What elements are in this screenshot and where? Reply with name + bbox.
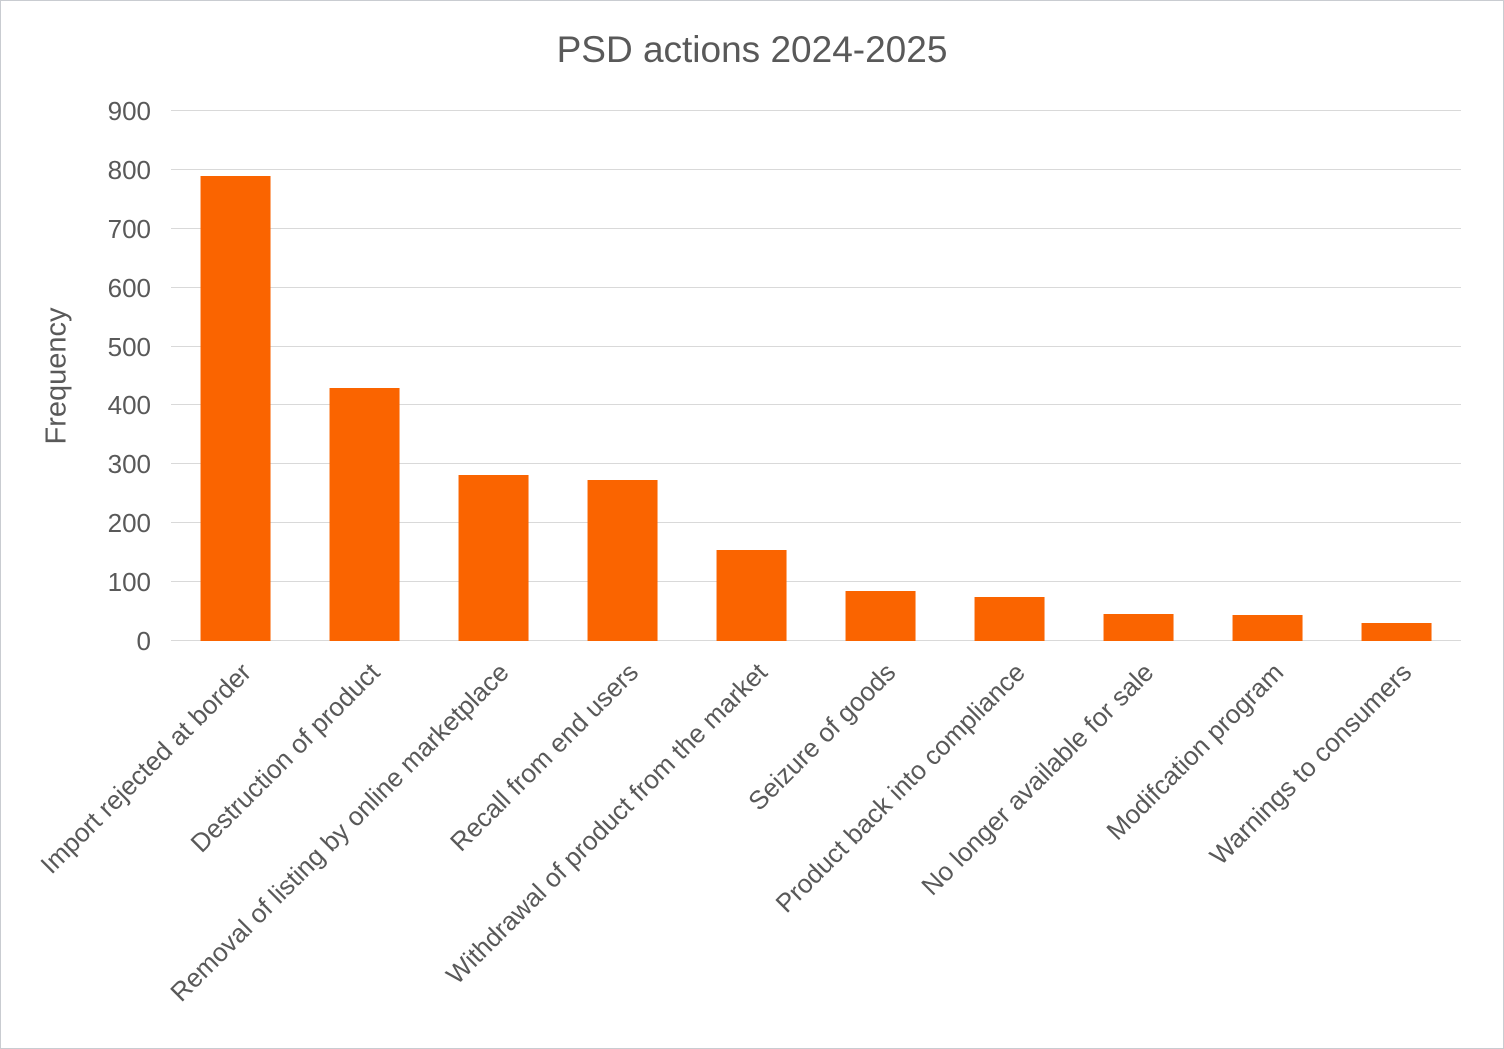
y-tick-label: 0 bbox=[136, 626, 151, 656]
x-tick-label: Product back into compliance bbox=[769, 657, 1031, 919]
bar bbox=[716, 549, 787, 641]
bar bbox=[974, 596, 1045, 641]
chart-title: PSD actions 2024-2025 bbox=[556, 29, 948, 70]
bar bbox=[329, 387, 400, 641]
bar bbox=[458, 474, 529, 641]
y-tick-label: 500 bbox=[107, 331, 151, 362]
x-tick-label: Import rejected at border bbox=[34, 657, 257, 880]
y-tick-label: 400 bbox=[107, 390, 151, 421]
bar bbox=[1103, 613, 1174, 641]
y-tick-label: 200 bbox=[107, 508, 151, 539]
gridline bbox=[171, 168, 1461, 170]
gridline bbox=[171, 581, 1461, 583]
x-axis-labels: Import rejected at border Destruction of … bbox=[34, 641, 1461, 1041]
gridline bbox=[171, 286, 1461, 288]
bar bbox=[1232, 614, 1303, 641]
gridline bbox=[171, 463, 1461, 465]
gridline bbox=[171, 227, 1461, 229]
gridline bbox=[171, 640, 1461, 641]
y-tick-label: 900 bbox=[107, 96, 151, 126]
bar bbox=[200, 175, 271, 641]
y-tick-label: 700 bbox=[107, 213, 151, 244]
gridline bbox=[171, 404, 1461, 406]
y-tick-label: 300 bbox=[107, 449, 151, 480]
gridline bbox=[171, 345, 1461, 347]
gridline bbox=[171, 522, 1461, 524]
bar bbox=[845, 590, 916, 641]
y-tick-label: 800 bbox=[107, 154, 151, 185]
y-tick-label: 600 bbox=[107, 272, 151, 303]
plot-area bbox=[171, 110, 1461, 641]
bar bbox=[1361, 623, 1432, 641]
bar bbox=[587, 480, 658, 641]
y-tick-label: 100 bbox=[107, 567, 151, 598]
x-tick-label: No longer available for sale bbox=[915, 657, 1160, 902]
y-axis-ticks: 0 100 200 300 400 500 600 700 800 900 bbox=[1, 98, 159, 654]
gridline bbox=[171, 110, 1461, 111]
